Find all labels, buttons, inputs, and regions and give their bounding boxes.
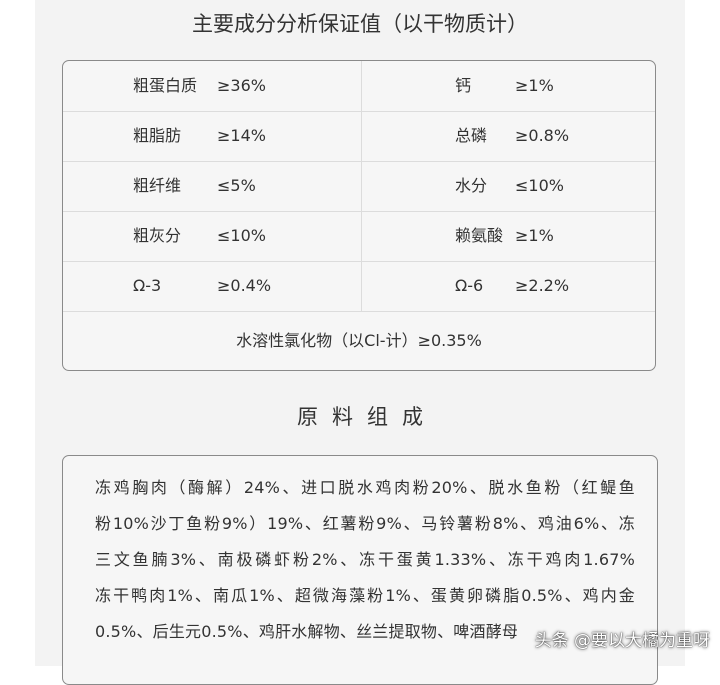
label: 赖氨酸 (455, 226, 504, 245)
value: ≥1% (515, 76, 554, 95)
value: ≥2.2% (515, 276, 570, 295)
table-row: 粗灰分 ≤10% 赖氨酸 ≥1% (63, 211, 655, 262)
label: 粗蛋白质 (133, 76, 198, 95)
label: Ω-3 (133, 276, 162, 295)
section-title: 主要成分分析保证值（以干物质计） (192, 12, 528, 36)
ingredient-line: 三文鱼腩3%、南极磷虾粉2%、冻干蛋黄1.33%、冻干鸡肉1.67% (95, 550, 635, 569)
table-row: 粗蛋白质 ≥36% 钙 ≥1% (63, 61, 655, 112)
label: 水分 (455, 176, 488, 195)
label: 粗纤维 (133, 176, 182, 195)
ingredient-line: 冻干鸭肉1%、南瓜1%、超微海藻粉1%、蛋黄卵磷脂0.5%、鸡内金 (95, 586, 635, 605)
value: ≥0.4% (217, 276, 272, 295)
label: 钙 (455, 76, 472, 95)
label: 粗灰分 (133, 226, 182, 245)
ingredient-line: 粉10%沙丁鱼粉9%）19%、红薯粉9%、马铃薯粉8%、鸡油6%、冻 (95, 514, 635, 533)
page: {"header": {"title": "主要成分分析保证值（以干物质计）"}… (35, 0, 710, 685)
label: 总磷 (455, 126, 488, 145)
value: ≤10% (515, 176, 564, 195)
table-row: Ω-3 ≥0.4% Ω-6 ≥2.2% (63, 261, 655, 312)
ingredient-line: 0.5%、后生元0.5%、鸡肝水解物、丝兰提取物、啤酒酵母 (95, 622, 519, 641)
ingredients-box: 冻鸡胸肉（酶解）24%、进口脱水鸡肉粉20%、脱水鱼粉（红鳀鱼 粉10%沙丁鱼粉9… (62, 455, 658, 685)
value: ≥1% (515, 226, 554, 245)
analysis-table: 水溶性氯化物（以Cl-计）≥0.35% 粗蛋白质 ≥36% 钙 ≥1% 粗脂肪 ≥14% 总… (62, 60, 656, 371)
watermark: 头条 @要以大橘为重呀 (534, 631, 710, 651)
table-footer: 水溶性氯化物（以Cl-计）≥0.35% (236, 331, 482, 350)
section-title: 原料组成 (297, 405, 437, 429)
ingredient-line: 冻鸡胸肉（酶解）24%、进口脱水鸡肉粉20%、脱水鱼粉（红鳀鱼 (95, 478, 635, 497)
value: ≤5% (217, 176, 256, 195)
value: ≥36% (217, 76, 266, 95)
value: ≤10% (217, 226, 266, 245)
column-divider (361, 61, 362, 311)
label: 粗脂肪 (133, 126, 182, 145)
table-row: 粗脂肪 ≥14% 总磷 ≥0.8% (63, 111, 655, 162)
value: ≥14% (217, 126, 266, 145)
table-row: 粗纤维 ≤5% 水分 ≤10% (63, 161, 655, 212)
value: ≥0.8% (515, 126, 570, 145)
label: Ω-6 (455, 276, 484, 295)
